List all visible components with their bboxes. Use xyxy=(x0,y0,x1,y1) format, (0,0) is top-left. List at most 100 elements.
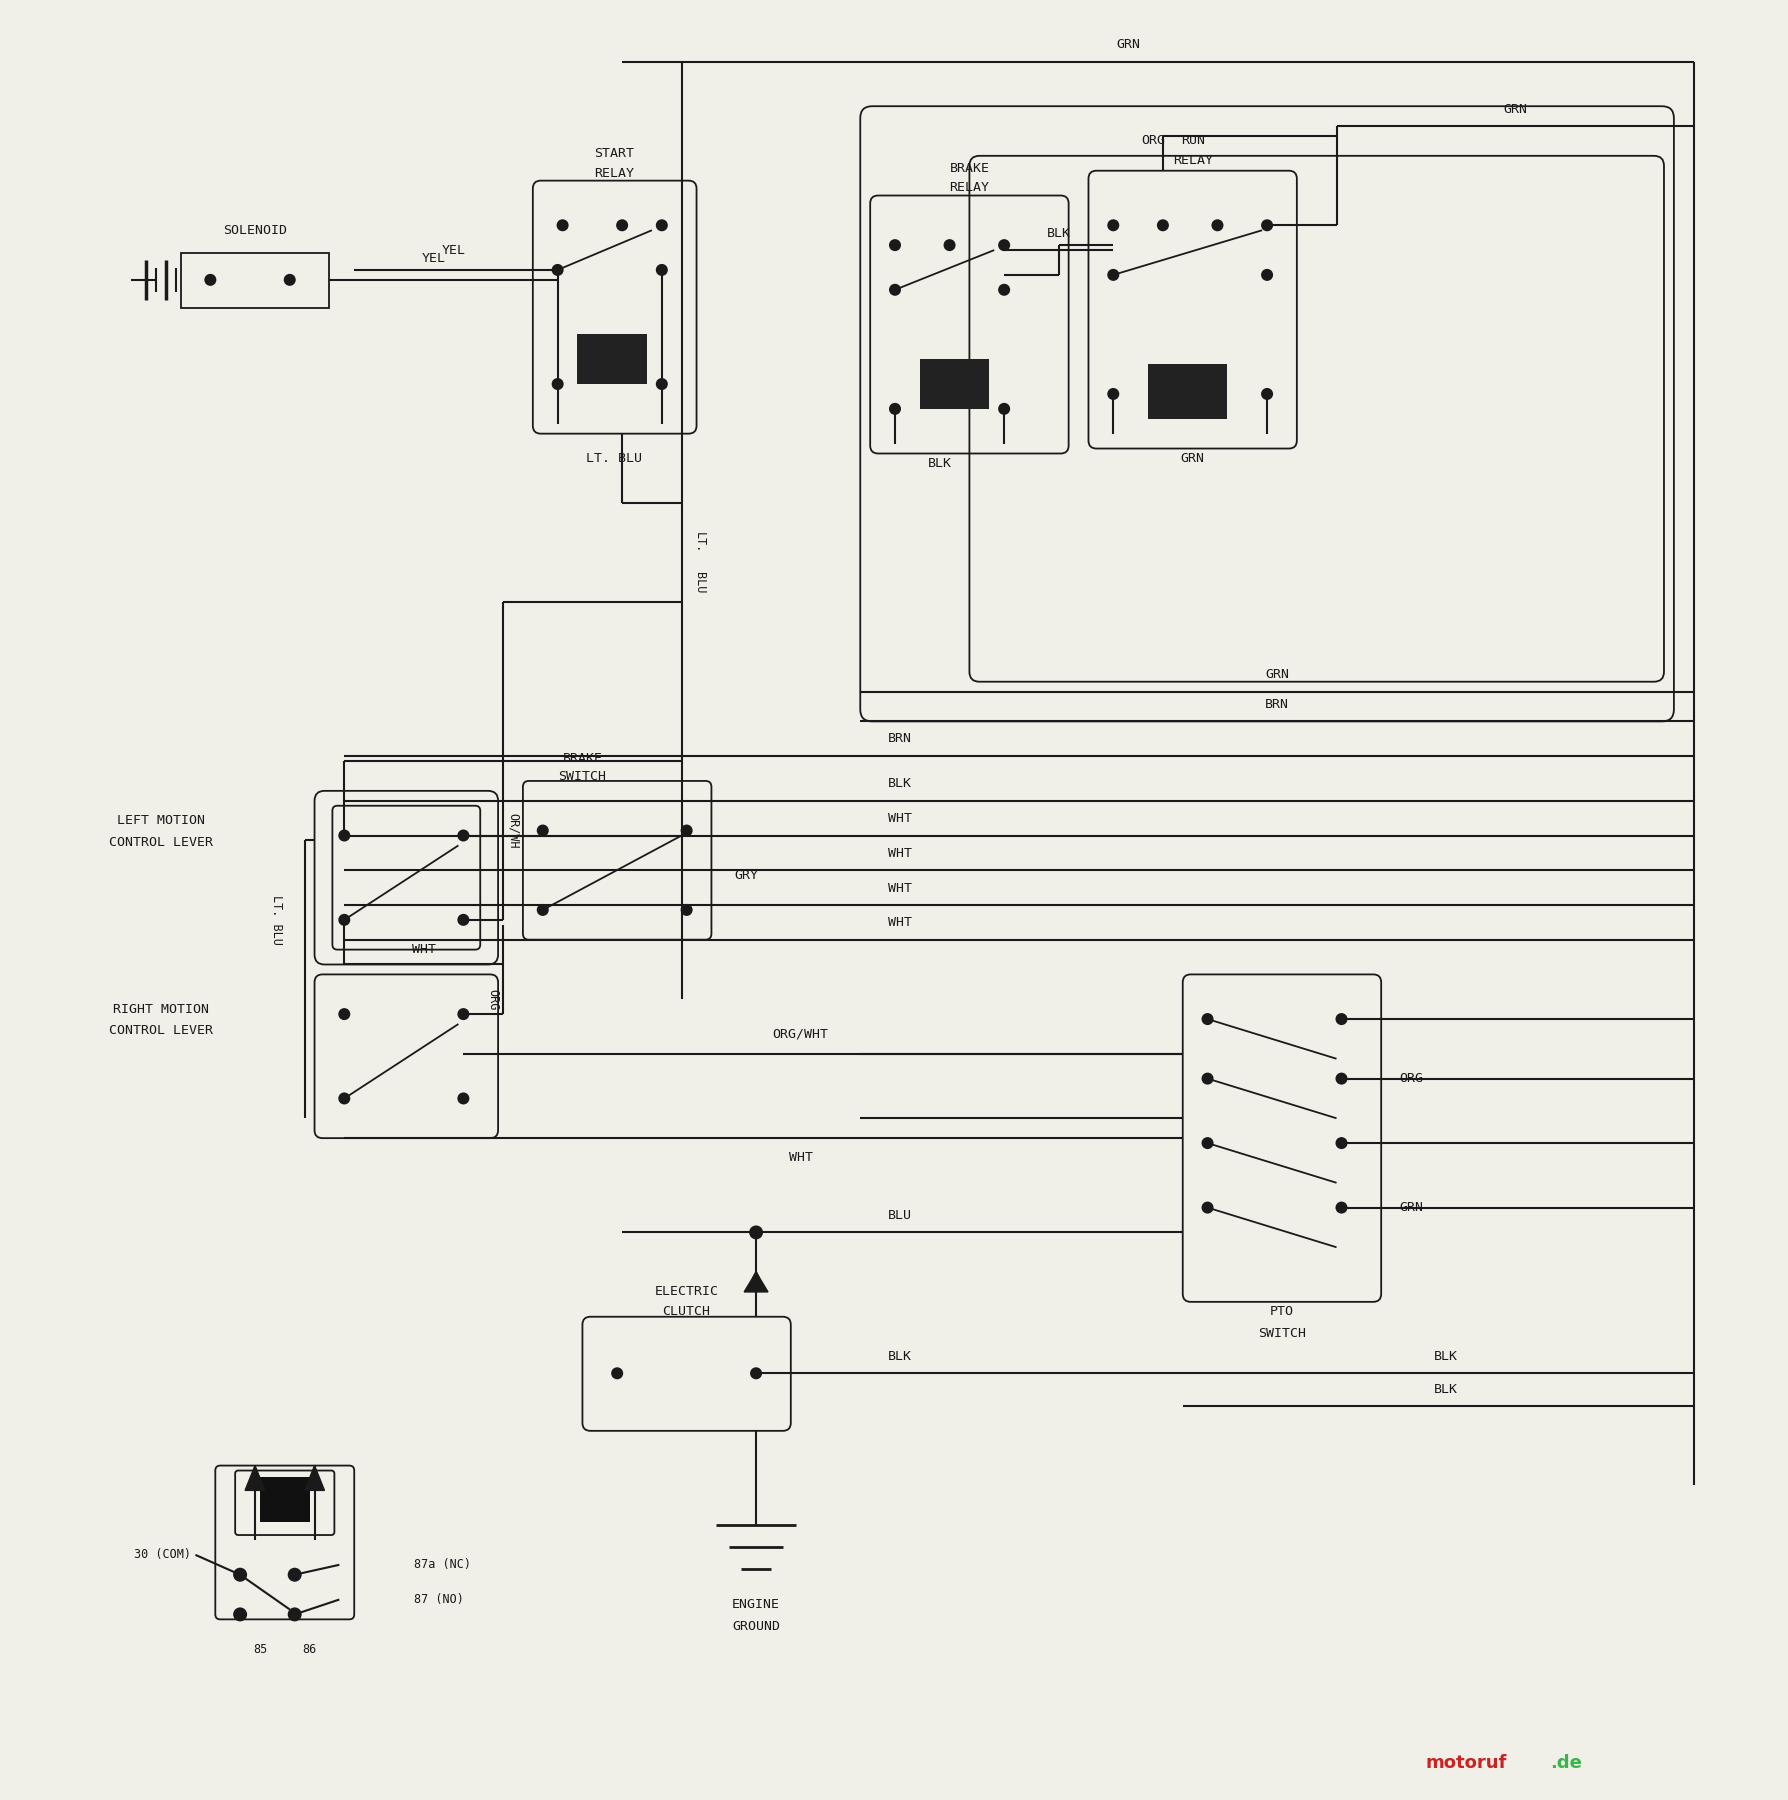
Circle shape xyxy=(340,1010,349,1019)
Circle shape xyxy=(1159,220,1168,230)
Circle shape xyxy=(999,403,1008,414)
Circle shape xyxy=(538,905,547,914)
Text: ORG: ORG xyxy=(1398,1073,1423,1085)
Text: ENGINE: ENGINE xyxy=(731,1598,780,1611)
Text: 87 (NO): 87 (NO) xyxy=(413,1593,463,1606)
Text: RIGHT MOTION: RIGHT MOTION xyxy=(113,1003,209,1015)
Circle shape xyxy=(751,1368,762,1379)
Circle shape xyxy=(340,1093,349,1103)
Text: ELECTRIC: ELECTRIC xyxy=(654,1285,719,1298)
Circle shape xyxy=(1109,220,1118,230)
Polygon shape xyxy=(744,1273,769,1292)
Text: BRN: BRN xyxy=(889,733,912,745)
Circle shape xyxy=(1337,1138,1346,1148)
Circle shape xyxy=(617,220,628,230)
Text: GRN: GRN xyxy=(1180,452,1205,464)
Text: WHT: WHT xyxy=(889,846,912,860)
Polygon shape xyxy=(304,1465,324,1490)
Circle shape xyxy=(1262,270,1271,279)
Text: BLK: BLK xyxy=(1434,1382,1457,1395)
Bar xyxy=(181,254,329,308)
Circle shape xyxy=(890,284,899,295)
Text: GRN: GRN xyxy=(1398,1201,1423,1213)
Circle shape xyxy=(1203,1013,1212,1024)
Text: GRN: GRN xyxy=(1504,103,1527,115)
Circle shape xyxy=(656,265,667,275)
Text: LT. BLU: LT. BLU xyxy=(270,895,283,945)
Bar xyxy=(919,360,989,409)
Text: CLUTCH: CLUTCH xyxy=(663,1305,710,1318)
Polygon shape xyxy=(245,1465,265,1490)
Text: RELAY: RELAY xyxy=(1173,155,1212,167)
Circle shape xyxy=(1337,1202,1346,1213)
Text: SOLENOID: SOLENOID xyxy=(224,223,288,238)
Text: WHT: WHT xyxy=(889,812,912,824)
Circle shape xyxy=(558,220,567,230)
Bar xyxy=(578,335,647,383)
Text: RUN: RUN xyxy=(1180,135,1205,148)
Text: BRN: BRN xyxy=(1264,698,1289,711)
Text: SWITCH: SWITCH xyxy=(1259,1327,1305,1341)
Circle shape xyxy=(1212,220,1223,230)
Text: GRN: GRN xyxy=(1116,38,1141,50)
Circle shape xyxy=(552,265,563,275)
Text: .de: .de xyxy=(1550,1755,1582,1773)
Circle shape xyxy=(234,1570,247,1580)
Text: BLK: BLK xyxy=(889,1350,912,1363)
Text: YEL: YEL xyxy=(422,252,445,265)
Text: BLU: BLU xyxy=(694,572,706,594)
Text: GRN: GRN xyxy=(1264,668,1289,680)
Circle shape xyxy=(890,403,899,414)
Text: BLK: BLK xyxy=(928,457,951,470)
Circle shape xyxy=(611,1368,622,1379)
Text: WHT: WHT xyxy=(889,882,912,895)
Circle shape xyxy=(1337,1013,1346,1024)
Text: CONTROL LEVER: CONTROL LEVER xyxy=(109,835,213,850)
Circle shape xyxy=(1109,270,1118,279)
Text: WHT: WHT xyxy=(411,943,436,956)
Text: BLK: BLK xyxy=(889,778,912,790)
Circle shape xyxy=(944,239,955,250)
Text: OR/WH: OR/WH xyxy=(506,814,520,848)
Circle shape xyxy=(206,275,215,284)
Circle shape xyxy=(552,380,563,389)
Text: 85: 85 xyxy=(252,1643,266,1656)
Text: BRAKE: BRAKE xyxy=(563,752,603,765)
Text: WHT: WHT xyxy=(789,1152,814,1165)
Circle shape xyxy=(1262,220,1271,230)
Text: WHT: WHT xyxy=(889,916,912,929)
Circle shape xyxy=(1203,1202,1212,1213)
Text: BLK: BLK xyxy=(1434,1350,1457,1363)
Circle shape xyxy=(458,914,468,925)
Circle shape xyxy=(284,275,295,284)
Text: ORG: ORG xyxy=(1141,135,1166,148)
Text: PTO: PTO xyxy=(1269,1305,1295,1318)
Circle shape xyxy=(1203,1073,1212,1084)
Circle shape xyxy=(1337,1073,1346,1084)
Circle shape xyxy=(1203,1138,1212,1148)
Circle shape xyxy=(999,284,1008,295)
Bar xyxy=(1148,364,1227,419)
Text: 87a (NC): 87a (NC) xyxy=(413,1559,470,1571)
Text: LEFT MOTION: LEFT MOTION xyxy=(116,814,206,828)
Circle shape xyxy=(538,826,547,835)
Circle shape xyxy=(340,830,349,841)
Text: 86: 86 xyxy=(302,1643,316,1656)
Text: YEL: YEL xyxy=(442,243,465,257)
Text: LT.: LT. xyxy=(694,533,706,553)
Text: BLU: BLU xyxy=(889,1210,912,1222)
Text: 30 (COM): 30 (COM) xyxy=(134,1548,191,1561)
Circle shape xyxy=(288,1609,300,1620)
Text: BRAKE: BRAKE xyxy=(949,162,989,175)
Text: RELAY: RELAY xyxy=(949,182,989,194)
Circle shape xyxy=(234,1609,247,1620)
Circle shape xyxy=(1109,389,1118,400)
Circle shape xyxy=(890,239,899,250)
Circle shape xyxy=(288,1570,300,1580)
Text: motoruf: motoruf xyxy=(1425,1755,1507,1773)
Text: LT. BLU: LT. BLU xyxy=(586,452,642,464)
Text: GROUND: GROUND xyxy=(731,1620,780,1633)
Bar xyxy=(259,1478,309,1523)
Circle shape xyxy=(340,914,349,925)
Circle shape xyxy=(681,826,692,835)
